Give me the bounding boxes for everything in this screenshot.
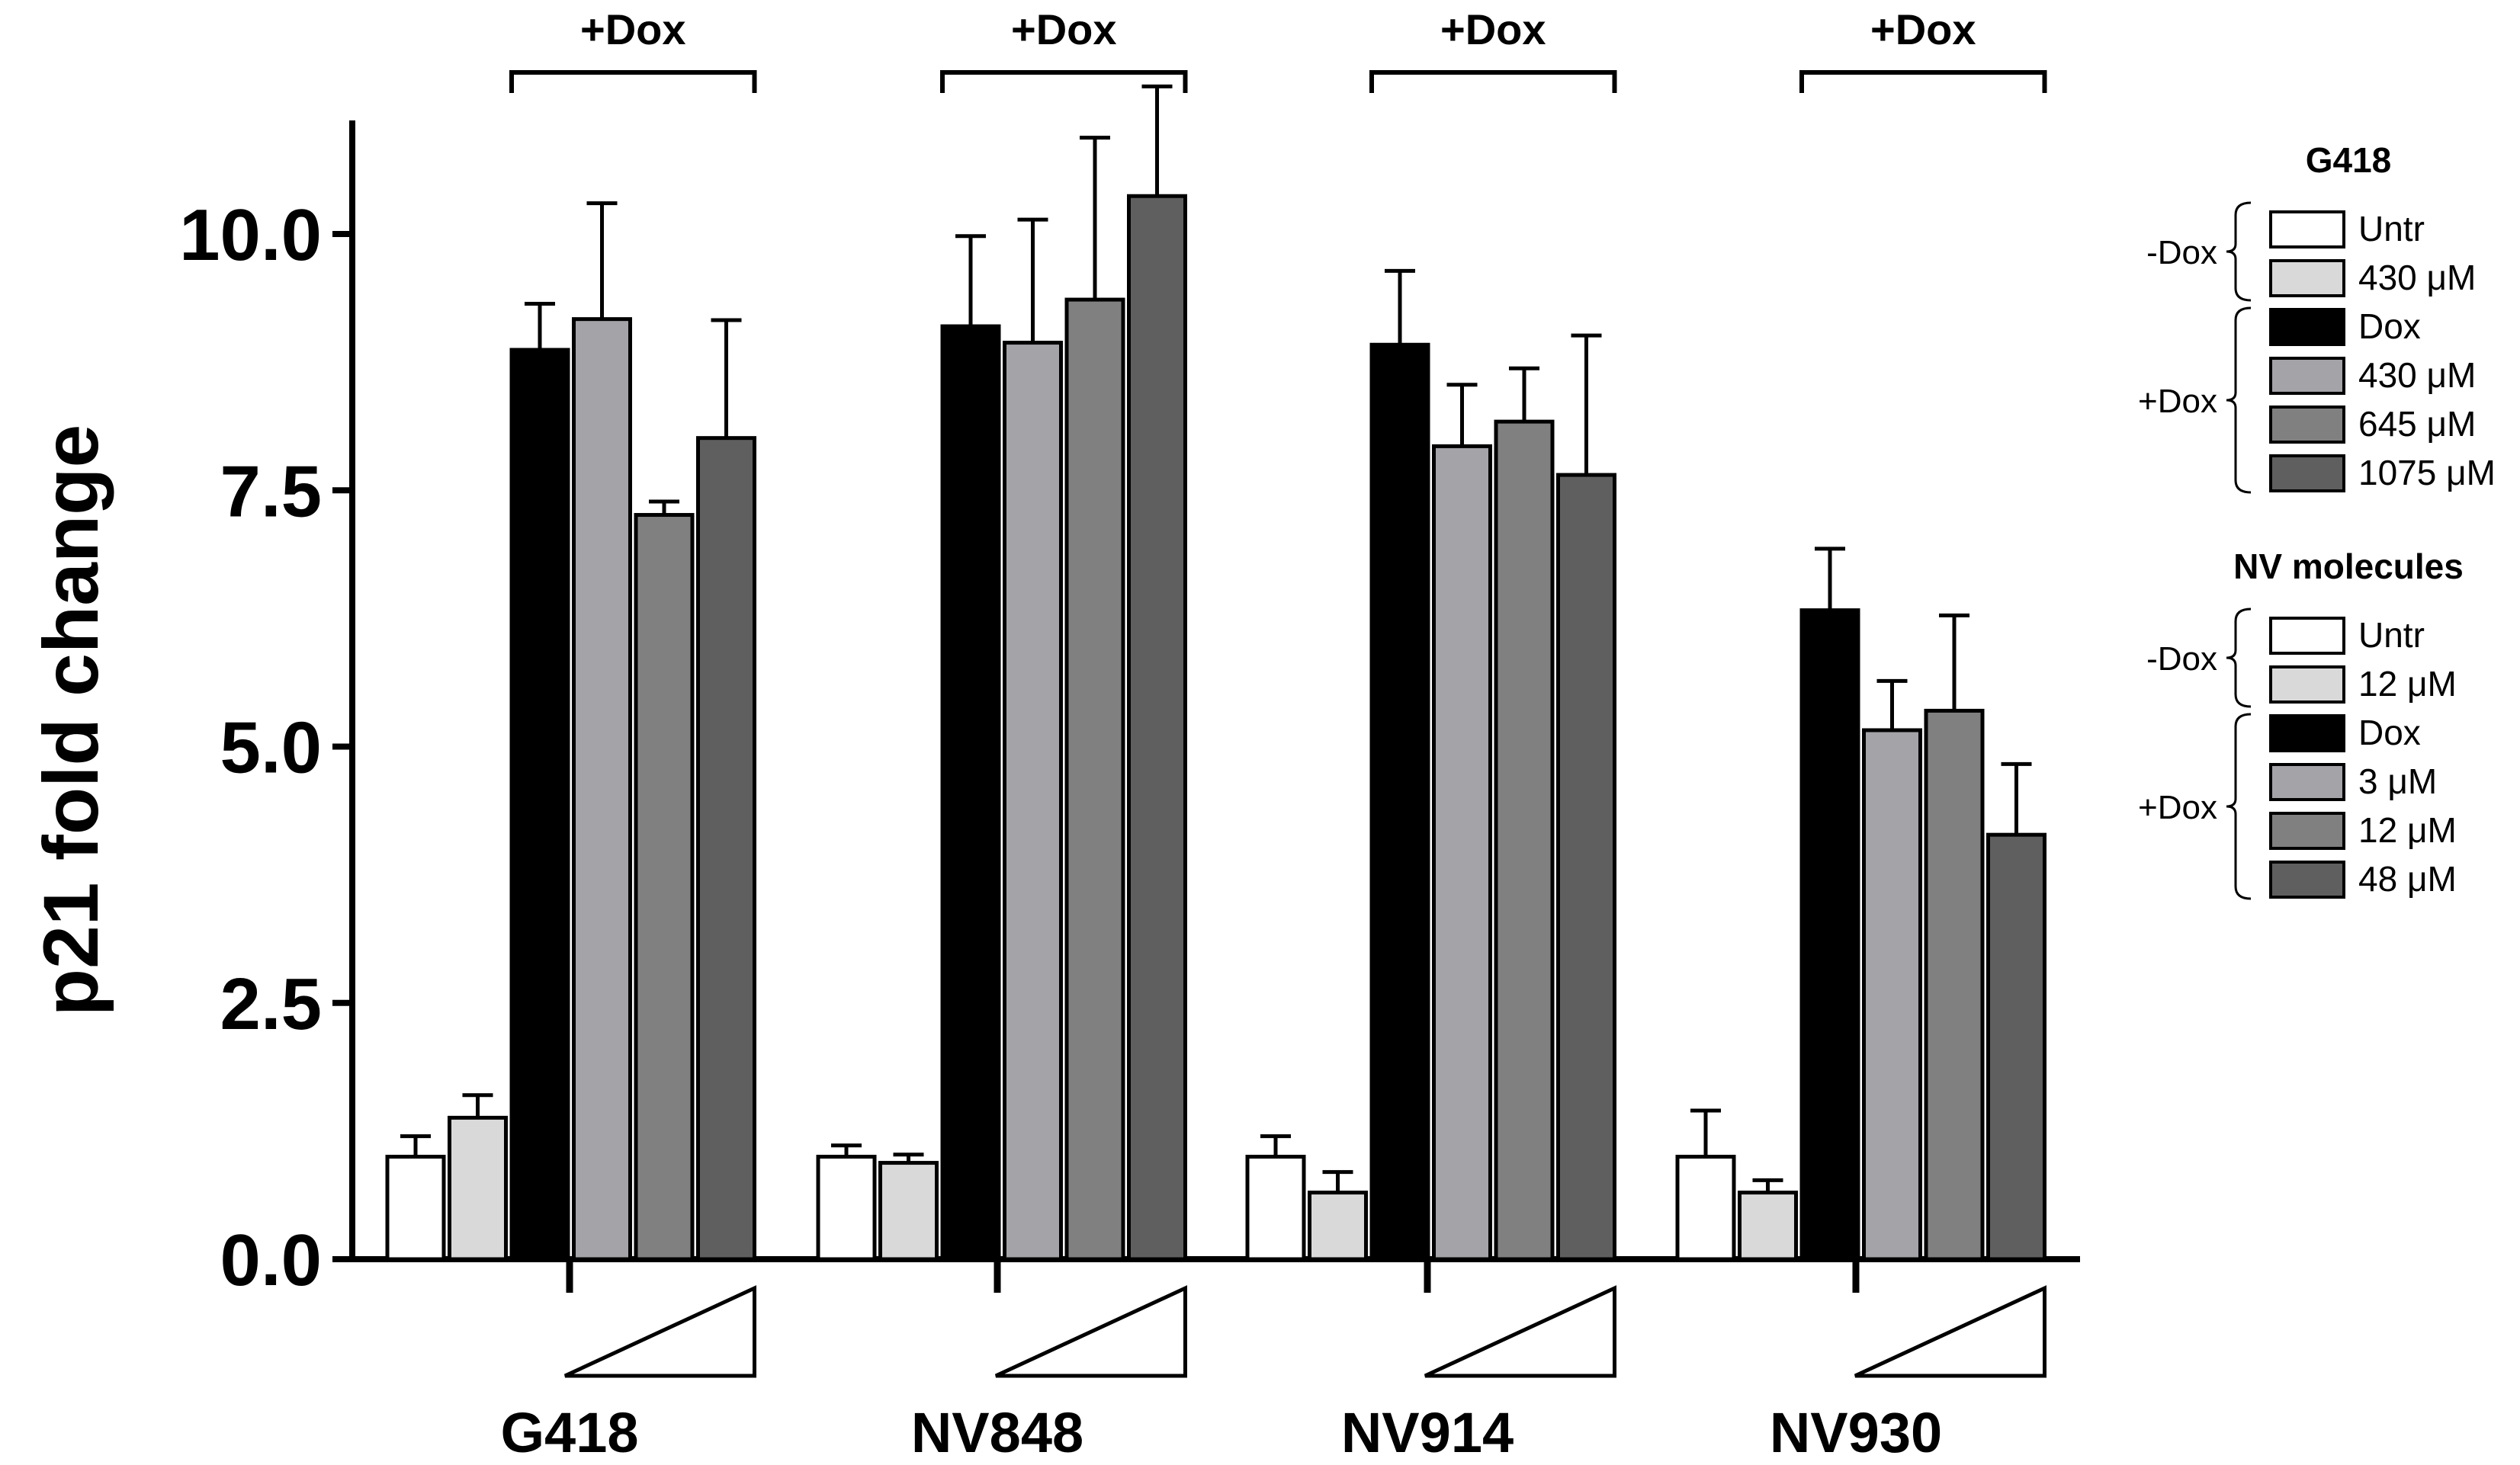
- bar: [385, 1155, 446, 1261]
- x-category-label: NV848: [911, 1401, 1083, 1464]
- legend-plus-dox-label: +Dox: [2138, 383, 2217, 420]
- legend-item-label: 12 μM: [2358, 810, 2457, 850]
- y-ticks: 0.0 2.5 5.0 7.5 10.0: [179, 194, 352, 1301]
- dox-bracket: [509, 70, 757, 93]
- legend-item-label: 430 μM: [2358, 258, 2476, 297]
- legend-swatch: [2269, 357, 2345, 395]
- legend-swatch: [2269, 763, 2345, 801]
- x-category-label: NV930: [1770, 1401, 1942, 1464]
- legend-swatch: [2269, 861, 2345, 899]
- legend-minus-dox-label: -Dox: [2146, 234, 2217, 271]
- y-tick-label: 10.0: [179, 194, 322, 276]
- y-tick-label: 2.5: [220, 963, 322, 1045]
- bar: [1862, 728, 1922, 1261]
- bar: [1675, 1155, 1736, 1261]
- legend-minus-dox-label: -Dox: [2146, 640, 2217, 678]
- dox-bracket-label: +Dox: [1440, 5, 1546, 53]
- bar: [1064, 297, 1125, 1261]
- legend-brace: [2226, 607, 2252, 708]
- bar: [1494, 419, 1555, 1261]
- legend-item-label: Dox: [2358, 713, 2421, 752]
- bar: [940, 324, 1001, 1261]
- legend-swatch: [2269, 406, 2345, 444]
- bar: [1432, 444, 1492, 1261]
- legend-plus-dox-label: +Dox: [2138, 789, 2217, 826]
- bar: [1556, 473, 1616, 1261]
- x-category-label: G418: [500, 1401, 638, 1464]
- legend-swatch: [2269, 714, 2345, 752]
- legend-title: G418: [2306, 140, 2392, 180]
- y-tick-label: 7.5: [220, 450, 322, 532]
- x-labels: G418 NV848 NV914 NV930: [500, 1401, 1942, 1464]
- legend-item-label: Dox: [2358, 306, 2421, 346]
- legend-swatch: [2269, 210, 2345, 248]
- dox-brackets: +Dox +Dox +Dox +Dox: [509, 5, 2047, 93]
- dose-triangles: [563, 1285, 2046, 1378]
- legend-swatch: [2269, 617, 2345, 655]
- legend-item-label: 645 μM: [2358, 404, 2476, 444]
- dose-triangle: [994, 1285, 1187, 1378]
- legend-item-label: Untr: [2358, 209, 2425, 248]
- dox-bracket-label: +Dox: [1870, 5, 1976, 53]
- bar: [1986, 832, 2046, 1261]
- bar: [1003, 341, 1063, 1261]
- bar: [634, 513, 695, 1261]
- legend-item-label: 3 μM: [2358, 761, 2437, 801]
- legend: G418 Untr 430 μM Dox 430 μM 645 μM 1075 μM -Dox…: [2138, 140, 2496, 900]
- legend-brace: [2226, 306, 2252, 494]
- bar: [878, 1161, 939, 1261]
- dox-bracket: [1799, 70, 2047, 93]
- legend-swatch: [2269, 308, 2345, 346]
- dox-bracket: [1369, 70, 1617, 93]
- bar: [816, 1155, 877, 1261]
- bar: [1738, 1191, 1798, 1261]
- error-bars: [400, 84, 2032, 1193]
- bar: [1127, 194, 1187, 1261]
- dose-triangle: [1424, 1285, 1616, 1378]
- legend-brace: [2226, 713, 2252, 900]
- y-tick-label: 5.0: [220, 707, 322, 789]
- legend-brace: [2226, 201, 2252, 302]
- bar: [1369, 342, 1430, 1261]
- legend-swatch: [2269, 259, 2345, 297]
- bar: [1799, 608, 1860, 1261]
- legend-title: NV molecules: [2233, 547, 2464, 586]
- bar: [572, 317, 632, 1261]
- bar: [1924, 708, 1985, 1261]
- dox-bracket-label: +Dox: [1011, 5, 1117, 53]
- dox-bracket-label: +Dox: [580, 5, 686, 53]
- legend-swatch: [2269, 665, 2345, 704]
- bar: [1308, 1191, 1368, 1261]
- legend-item-label: 12 μM: [2358, 664, 2457, 704]
- legend-item-label: 1075 μM: [2358, 453, 2496, 492]
- dose-triangle: [1854, 1285, 2046, 1378]
- bar: [696, 436, 756, 1261]
- legend-item-label: Untr: [2358, 615, 2425, 655]
- y-axis-label: p21 fold change: [27, 425, 114, 1016]
- x-category-label: NV914: [1341, 1401, 1514, 1464]
- bar: [1245, 1155, 1306, 1261]
- legend-item-label: 430 μM: [2358, 355, 2476, 395]
- bar: [509, 348, 570, 1261]
- bars: [385, 194, 2046, 1261]
- bar: [448, 1115, 508, 1261]
- legend-swatch: [2269, 812, 2345, 850]
- dox-bracket: [940, 70, 1188, 93]
- y-tick-label: 0.0: [220, 1220, 322, 1301]
- legend-swatch: [2269, 454, 2345, 492]
- legend-item-label: 48 μM: [2358, 859, 2457, 899]
- dose-triangle: [563, 1285, 756, 1378]
